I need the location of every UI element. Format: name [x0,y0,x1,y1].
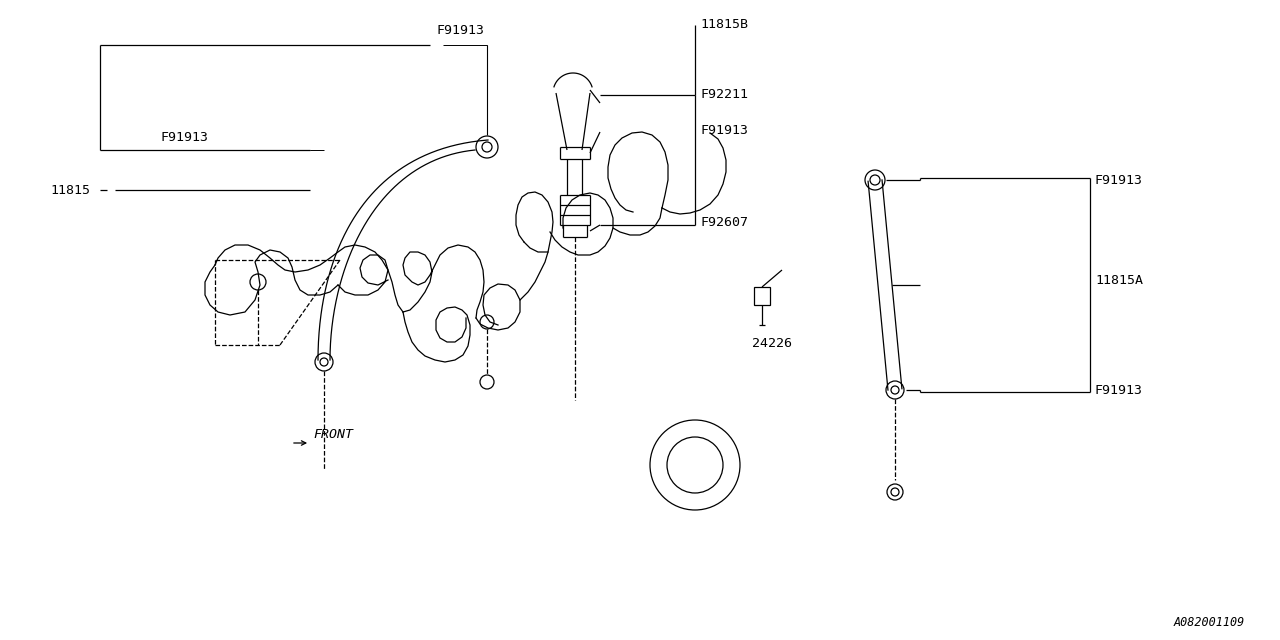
Text: 11815: 11815 [50,184,90,196]
Text: A082001109: A082001109 [1174,616,1245,628]
Text: 24226: 24226 [753,337,792,350]
Text: F91913: F91913 [436,24,485,37]
Text: F91913: F91913 [1094,383,1143,397]
Text: F91913: F91913 [160,131,207,144]
Text: FRONT: FRONT [314,429,353,442]
Text: F91913: F91913 [1094,173,1143,186]
Text: F92211: F92211 [700,88,748,102]
Bar [754,287,771,305]
Text: F91913: F91913 [700,124,748,136]
Text: F92607: F92607 [700,216,748,228]
Text: 11815B: 11815B [700,19,748,31]
Text: 11815A: 11815A [1094,273,1143,287]
